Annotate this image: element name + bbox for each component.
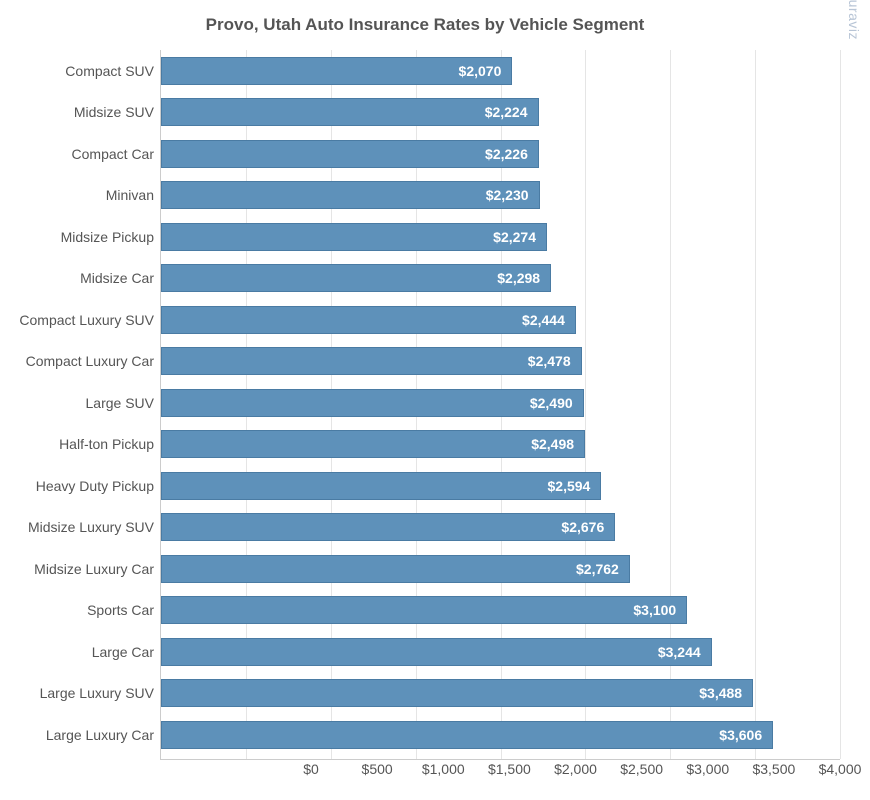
- bar-value-label: $3,100: [633, 602, 676, 618]
- category-label: Large Luxury Car: [46, 727, 154, 743]
- category-label: Compact Luxury Car: [26, 353, 154, 369]
- bar: $3,244: [161, 638, 712, 666]
- category-label: Midsize Luxury SUV: [28, 519, 154, 535]
- bar-value-label: $2,498: [531, 436, 574, 452]
- category-label: Large SUV: [86, 395, 154, 411]
- x-tick-label: $1,000: [422, 761, 465, 777]
- x-tick-label: $3,500: [752, 761, 795, 777]
- bar-value-label: $2,762: [576, 561, 619, 577]
- bar-value-label: $2,224: [485, 104, 528, 120]
- x-tick-label: $3,000: [686, 761, 729, 777]
- x-axis-ticks: $0$500$1,000$1,500$2,000$2,500$3,000$3,5…: [311, 761, 840, 781]
- bar: $2,762: [161, 555, 630, 583]
- bar-value-label: $2,226: [485, 146, 528, 162]
- watermark-logo: insuraviz: [846, 0, 862, 40]
- category-label: Compact Luxury SUV: [19, 312, 154, 328]
- bar-value-label: $2,444: [522, 312, 565, 328]
- chart-container: Provo, Utah Auto Insurance Rates by Vehi…: [0, 0, 870, 800]
- x-tick-label: $0: [303, 761, 319, 777]
- bar: $2,490: [161, 389, 584, 417]
- bar: $2,070: [161, 57, 512, 85]
- bars-region: $0$500$1,000$1,500$2,000$2,500$3,000$3,5…: [160, 50, 840, 760]
- bar: $2,594: [161, 472, 601, 500]
- gridline: [840, 50, 841, 759]
- bar-value-label: $2,070: [459, 63, 502, 79]
- bar-value-label: $2,594: [548, 478, 591, 494]
- category-label: Heavy Duty Pickup: [36, 478, 154, 494]
- x-tick-label: $500: [362, 761, 393, 777]
- bar: $2,676: [161, 513, 615, 541]
- category-label: Compact Car: [72, 146, 154, 162]
- category-label: Midsize Car: [80, 270, 154, 286]
- y-axis-labels: Compact SUV Midsize SUV Compact Car Minivan…: [10, 50, 160, 760]
- category-label: Compact SUV: [65, 63, 154, 79]
- watermark-text: insuraviz: [846, 0, 862, 40]
- bar: $2,274: [161, 223, 547, 251]
- category-label: Sports Car: [87, 602, 154, 618]
- bar-value-label: $3,606: [719, 727, 762, 743]
- category-label: Midsize Pickup: [61, 229, 154, 245]
- bar: $2,224: [161, 98, 539, 126]
- bar: $2,444: [161, 306, 576, 334]
- bar: $2,478: [161, 347, 582, 375]
- plot-area: Compact SUV Midsize SUV Compact Car Minivan…: [10, 50, 840, 760]
- chart-title: Provo, Utah Auto Insurance Rates by Vehi…: [10, 15, 840, 35]
- bar-value-label: $2,298: [497, 270, 540, 286]
- category-label: Midsize SUV: [74, 104, 154, 120]
- bar-value-label: $2,230: [486, 187, 529, 203]
- category-label: Minivan: [106, 187, 154, 203]
- bar: $2,230: [161, 181, 540, 209]
- bar-value-label: $2,490: [530, 395, 573, 411]
- x-tick-label: $2,500: [620, 761, 663, 777]
- bar-value-label: $3,488: [699, 685, 742, 701]
- bar-value-label: $2,676: [561, 519, 604, 535]
- bar-value-label: $3,244: [658, 644, 701, 660]
- bar: $3,100: [161, 596, 687, 624]
- category-label: Large Luxury SUV: [40, 685, 154, 701]
- x-tick-label: $2,000: [554, 761, 597, 777]
- bar: $2,226: [161, 140, 539, 168]
- x-tick-label: $1,500: [488, 761, 531, 777]
- gridline: [755, 50, 756, 759]
- category-label: Large Car: [92, 644, 154, 660]
- bar: $2,498: [161, 430, 585, 458]
- category-label: Midsize Luxury Car: [34, 561, 154, 577]
- bar-value-label: $2,274: [493, 229, 536, 245]
- bar: $3,606: [161, 721, 773, 749]
- category-label: Half-ton Pickup: [59, 436, 154, 452]
- bar-value-label: $2,478: [528, 353, 571, 369]
- x-tick-label: $4,000: [819, 761, 862, 777]
- bar: $3,488: [161, 679, 753, 707]
- bar: $2,298: [161, 264, 551, 292]
